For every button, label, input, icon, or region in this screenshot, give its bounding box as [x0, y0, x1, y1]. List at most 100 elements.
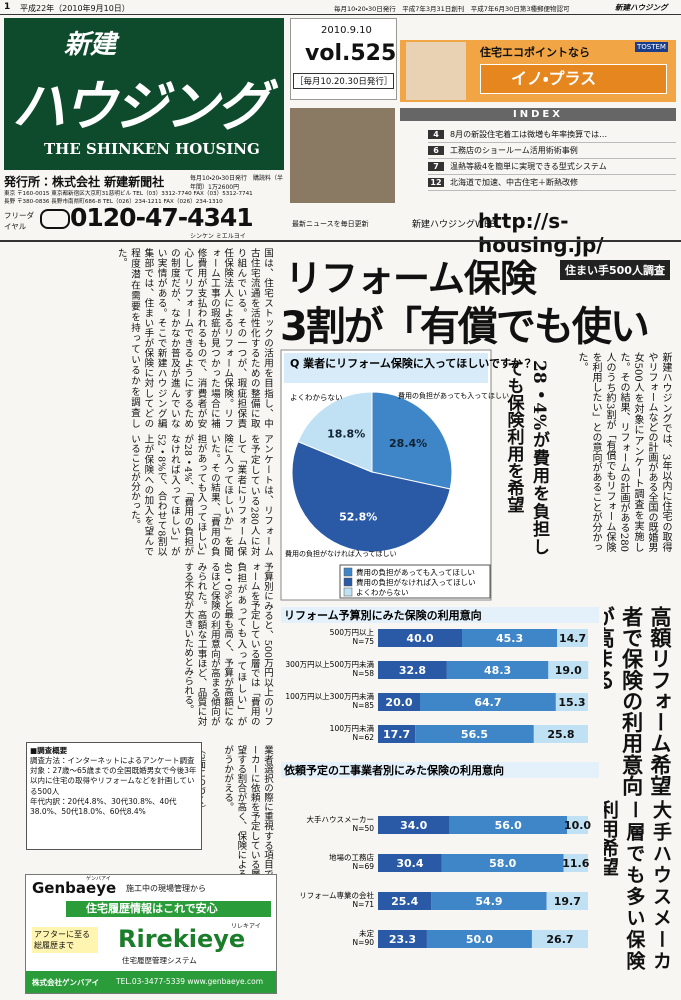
row-label: 300万円以上500万円未満: [285, 659, 374, 669]
bar-label: 64.7: [474, 696, 501, 709]
issue-note: 毎月10・20・30日発行 購読料（半年間）1万2600円: [190, 175, 283, 191]
bar-segment: [378, 854, 442, 872]
chart-title-bg: [284, 353, 488, 383]
index-text: 8月の新設住宅着工は微増も年率換算では…: [450, 130, 608, 139]
survey-title: ■調査概要: [30, 746, 68, 755]
body-text: 国は、住宅ストックの活用を目指し、中古住宅流通を活性化するための整備に取り組んで…: [115, 248, 273, 428]
free-dial-icon: [40, 209, 70, 229]
bar-segment: [378, 725, 416, 743]
body-text: 業者選択の際に重視する項目では、大手ハウスメーカーに依頼を予定している層でも保険…: [222, 745, 273, 955]
bar-label: 32.8: [399, 664, 426, 677]
bar-label: 56.5: [461, 728, 488, 741]
issue-date: 2010.9.10: [321, 25, 372, 36]
index-item: 7 温熱等級4を簡単に実現できる型式システム: [428, 159, 676, 175]
index-page: 4: [428, 130, 444, 139]
index: INDEX 4 8月の新設住宅着工は微増も年率換算では… 6 工務店のショールーム活用…: [400, 108, 676, 204]
rule: [0, 14, 681, 15]
bar-label: 19.0: [555, 664, 582, 677]
bar-segment: [546, 892, 588, 910]
bar-label: 34.0: [400, 819, 427, 832]
bar-label: 11.6: [562, 857, 589, 870]
headline-tag: 住まい手500人調査: [560, 260, 670, 280]
page-number: 1: [4, 2, 11, 12]
row-n: N=62: [353, 733, 375, 742]
bar-segment: [378, 892, 432, 910]
bar-label: 58.0: [489, 857, 516, 870]
subhead: 28・4%が費用を負担しても保険利用を希望: [503, 360, 550, 555]
ad-photo: [406, 42, 466, 100]
index-text: 温熱等級4を簡単に実現できる型式システム: [450, 162, 607, 171]
row-n: N=58: [353, 669, 375, 678]
ad-brand: Genbaeye: [32, 879, 117, 897]
row-label: 500万円以上: [330, 628, 375, 637]
row-label: 100万円未満: [330, 723, 375, 733]
body-text: アンケートは、リフォームを予定している280人に対して「業者にリフォーム保険に入…: [129, 434, 273, 556]
bar-label: 25.4: [391, 895, 418, 908]
chart-title: Q 業者にリフォーム保険に入ってほしいですか？: [290, 356, 533, 370]
index-list: 4 8月の新設住宅着工は微増も年率換算では… 6 工務店のショールーム活用術術事例 7 温…: [400, 127, 676, 191]
bar-label: 26.7: [546, 933, 573, 946]
phone-kana: シンケン ミエルヨイ: [190, 233, 246, 240]
index-item: 12 北海道で加速、中古住宅＋断熱改修: [428, 175, 676, 191]
index-text: 北海道で加速、中古住宅＋断熱改修: [450, 178, 578, 187]
legend-swatch: [343, 567, 353, 577]
survey-line: 調査方法：インターネットによるアンケート調査: [30, 756, 195, 766]
bar-label: 19.7: [554, 895, 581, 908]
row-label: 地場の工務店: [329, 852, 374, 862]
index-item: 4 8月の新設住宅着工は微増も年率換算では…: [428, 127, 676, 143]
web-note: 最新ニュースを毎日更新: [292, 220, 369, 228]
index-page: 6: [428, 146, 444, 155]
bar-segment: [531, 930, 588, 948]
rule: [0, 240, 681, 242]
ad-badge: TOSTEM: [635, 42, 668, 52]
row-n: N=71: [353, 900, 375, 909]
pie-slice: [371, 391, 453, 490]
free-dial-label: フリーダイヤル: [4, 211, 34, 231]
pie-label: 18.8%: [327, 427, 365, 440]
ad-brand-kana: ゲンバアイ: [86, 876, 111, 882]
bar-label: 20.0: [385, 696, 412, 709]
index-item: 6 工務店のショールーム活用術術事例: [428, 143, 676, 159]
bar-label: 23.3: [389, 933, 416, 946]
address: 長野 〒380-0836 長野市南県町686-8 TEL（026）234-121…: [4, 199, 223, 205]
pie-label: 28.4%: [389, 437, 427, 450]
ad-company: 株式会社ゲンバアイ: [32, 978, 100, 987]
bar-segment: [431, 892, 547, 910]
chart-title-bg: [281, 607, 599, 623]
ad-after: アフターに至る総履歴まで: [32, 927, 98, 953]
index-page: 12: [428, 178, 444, 187]
bar-label: 40.0: [406, 632, 433, 645]
row-n: N=50: [353, 824, 375, 833]
bar-label: 15.3: [558, 696, 585, 709]
bar-label: 30.4: [396, 857, 423, 870]
bar-segment: [426, 930, 532, 948]
legend-box: [339, 564, 491, 599]
bar-label: 45.3: [496, 632, 523, 645]
title-top: 新建: [64, 30, 117, 60]
row-label: 大手ハウスメーカー: [307, 814, 375, 824]
row-label: リフォーム専業の会社: [299, 890, 374, 900]
photo: [290, 108, 395, 203]
row-label: 100万円以上300万円未満: [285, 691, 374, 701]
chart-title: リフォーム予算別にみた保険の利用意向: [284, 608, 482, 622]
ad-banner: 住宅履歴情報はこれで安心: [66, 901, 271, 917]
index-page: 7: [428, 162, 444, 171]
phone: 0120-47-4341: [70, 203, 254, 232]
bar-label: 14.7: [559, 632, 586, 645]
survey-line: 年代内訳：20代4.8%、30代30.8%、40代38.0%、50代18.0%、…: [30, 796, 177, 816]
ad-footer: 株式会社ゲンバアイ TEL.03-3477-5339 www.genbaeye.…: [26, 971, 276, 993]
bar-segment: [415, 725, 534, 743]
web-label: 新建ハウジングWEB: [412, 220, 496, 230]
bar-label: 50.0: [466, 933, 493, 946]
ad-tagline: 施工中の現場管理から: [126, 884, 206, 893]
index-text: 工務店のショールーム活用術術事例: [450, 146, 578, 155]
legend-label: 費用の負担がなければ入ってほしい: [356, 577, 476, 587]
issue-schedule: ［毎月10.20.30日発行］: [293, 73, 395, 89]
row-n: N=69: [353, 862, 375, 871]
bar-segment: [446, 661, 549, 679]
headline: リフォーム保険: [285, 257, 537, 300]
ad-product: Rirekieye: [118, 925, 246, 953]
issue-vol: vol.525: [305, 41, 397, 66]
